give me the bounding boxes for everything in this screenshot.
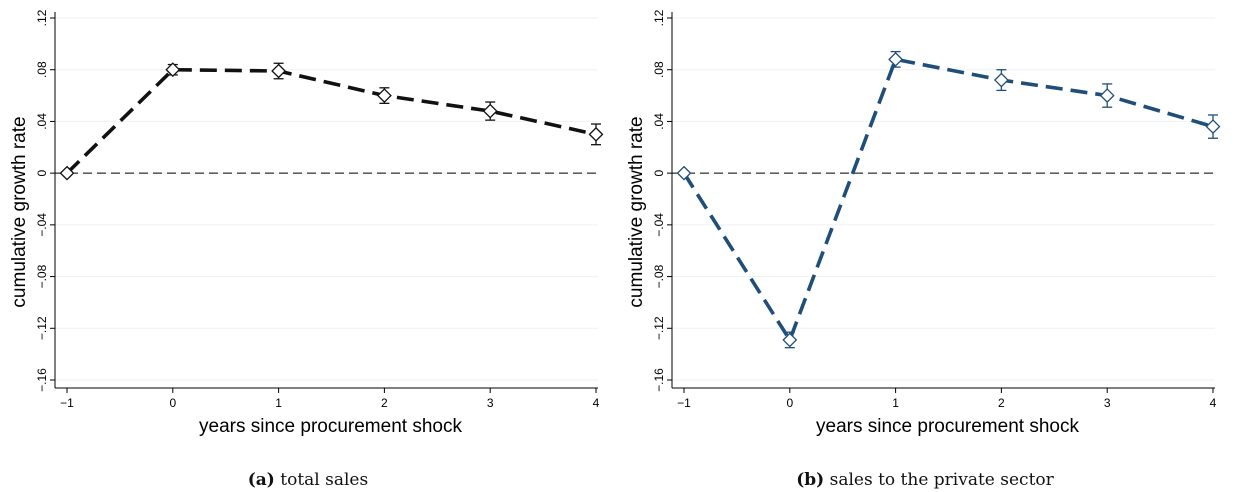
y-tick-label: −.12 [35,316,49,340]
panel-total-sales: −.16 −.12 −.08 −.04 0 .04 .08 .12 −1 0 1 2 3 4 years s… [0,0,616,492]
y-axis-title: cumulative growth rate [626,116,647,307]
x-tick-label: 4 [1210,396,1217,410]
series-line [65,67,597,175]
y-tick-label: −.16 [35,368,49,392]
x-axis-title: years since procurement shock [816,416,1079,437]
y-tick-label: −.04 [652,213,666,237]
y-tick-label: −.12 [652,316,666,340]
x-tick-label: −1 [677,396,691,410]
data-point-marker [993,72,1009,88]
panel-private-sector: −.16 −.12 −.08 −.04 0 .04 .08 .12 −1 0 1 2 3 4 years s… [617,0,1233,492]
y-tick-label: 0 [35,169,49,176]
y-tick-label: 0 [652,169,666,176]
data-point-marker [588,126,604,142]
x-tick-label: 0 [169,396,176,410]
data-point-marker [1205,119,1221,135]
x-tick-label: 0 [786,396,793,410]
data-point-marker [482,103,498,119]
y-tick-label: −.08 [652,264,666,288]
x-tick-label: 2 [381,396,388,410]
chart-private-sector: −.16 −.12 −.08 −.04 0 .04 .08 .12 −1 0 1 2 3 4 years s… [626,9,1221,437]
y-tick-label: −.08 [35,264,49,288]
data-point-marker [271,63,287,79]
caption-tag: (a) [247,470,275,490]
data-point-marker [1099,88,1115,103]
x-tick-label: 3 [487,396,494,410]
x-tick-label: 2 [998,396,1005,410]
caption-private-sector: (b) sales to the private sector [617,470,1233,490]
y-axis-title: cumulative growth rate [9,116,30,307]
y-tick-label: .04 [652,113,666,130]
x-tick-label: 4 [593,396,600,410]
y-tick-label: .08 [652,61,666,78]
caption-text: sales to the private sector [829,470,1054,490]
caption-text: total sales [280,470,369,490]
series-line [682,57,1214,342]
x-tick-label: 1 [275,396,282,410]
y-tick-label: .12 [35,9,49,26]
y-tick-label: −.16 [652,368,666,392]
x-tick-label: −1 [60,396,74,410]
chart-total-sales: −.16 −.12 −.08 −.04 0 .04 .08 .12 −1 0 1 2 3 4 years s… [9,9,604,437]
x-tick-label: 3 [1104,396,1111,410]
y-tick-label: .08 [35,61,49,78]
x-tick-label: 1 [892,396,899,410]
y-tick-label: .04 [35,113,49,130]
data-point-marker [376,88,392,103]
y-tick-label: −.04 [35,213,49,237]
y-tick-label: .12 [652,9,666,26]
caption-total-sales: (a) total sales [0,470,616,490]
x-axis-title: years since procurement shock [199,416,462,437]
data-point-marker [165,62,181,78]
data-point-marker [676,165,692,181]
caption-tag: (b) [796,470,825,490]
data-point-marker [59,165,75,181]
data-point-marker [888,51,904,67]
data-point-marker [782,332,798,348]
